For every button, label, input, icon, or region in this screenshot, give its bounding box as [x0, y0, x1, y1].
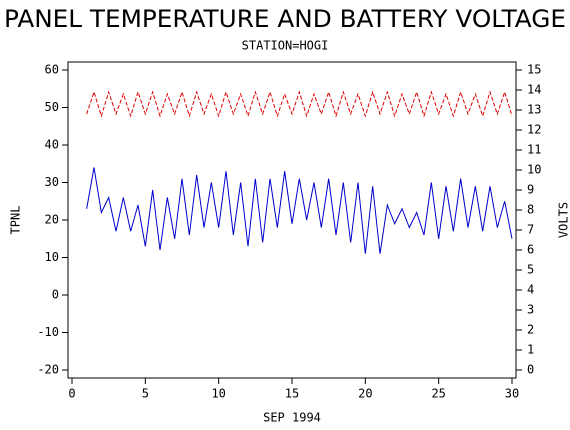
y2-axis-label: VOLTS	[557, 202, 570, 238]
y-tick-label: 50	[45, 100, 59, 114]
y2-tick-label: 9	[527, 183, 534, 197]
x-tick-label: 30	[505, 387, 519, 401]
y-tick-label: 30	[45, 175, 59, 189]
y2-tick-label: 11	[527, 143, 541, 157]
y2-tick-label: 5	[527, 263, 534, 277]
x-tick-label: 0	[68, 387, 75, 401]
x-axis-label: SEP 1994	[263, 411, 321, 425]
x-tick-label: 15	[285, 387, 299, 401]
chart-subtitle: STATION=HOGI	[242, 39, 329, 53]
y-tick-label: 40	[45, 138, 59, 152]
x-tick-label: 5	[142, 387, 149, 401]
data-line	[86, 167, 513, 254]
y2-tick-label: 3	[527, 303, 534, 317]
y-tick-label: 60	[45, 63, 59, 77]
y-tick-label: 0	[52, 288, 59, 302]
y-tick-label: -20	[37, 363, 59, 377]
y2-tick-label: 0	[527, 363, 534, 377]
y-tick-label: -10	[37, 325, 59, 339]
y2-tick-label: 7	[527, 223, 534, 237]
x-tick-label: 10	[211, 387, 225, 401]
y-tick-label: 20	[45, 213, 59, 227]
y2-tick-label: 1	[527, 343, 534, 357]
chart-title: PANEL TEMPERATURE AND BATTERY VOLTAGE	[4, 5, 566, 33]
y2-tick-label: 12	[527, 123, 541, 137]
y-axis-label: TPNL	[9, 206, 23, 235]
data-line	[86, 90, 513, 118]
y2-tick-label: 6	[527, 243, 534, 257]
y2-tick-label: 10	[527, 163, 541, 177]
y-tick-label: 10	[45, 250, 59, 264]
y2-tick-label: 15	[527, 63, 541, 77]
plot-frame	[67, 61, 517, 379]
y2-tick-label: 14	[527, 83, 541, 97]
x-tick-label: 25	[431, 387, 445, 401]
y2-tick-label: 13	[527, 103, 541, 117]
y2-tick-label: 8	[527, 203, 534, 217]
y2-tick-label: 2	[527, 323, 534, 337]
x-tick-label: 20	[358, 387, 372, 401]
y2-tick-label: 4	[527, 283, 534, 297]
